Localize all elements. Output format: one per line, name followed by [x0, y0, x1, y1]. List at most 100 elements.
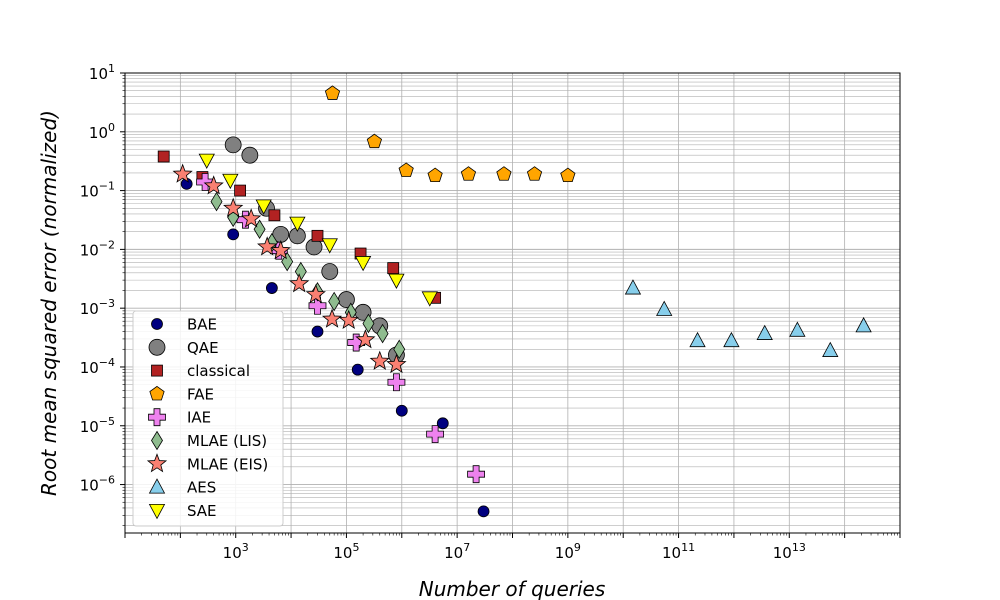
data-point-bae: [477, 505, 490, 518]
data-point-bae: [227, 228, 240, 241]
data-point-iae: [426, 425, 445, 444]
data-point-mlae-lis: [281, 251, 294, 272]
data-point-bae: [265, 282, 278, 294]
data-point-mlae-eis: [289, 273, 310, 293]
data-point-sae: [222, 173, 239, 190]
data-point-mlae-eis: [369, 350, 390, 370]
data-point-mlae-eis: [203, 175, 224, 195]
x-tick-label: 1011: [662, 541, 695, 562]
data-point-aes: [624, 279, 642, 295]
data-point-sae: [388, 273, 405, 289]
data-point-mlae-eis: [305, 283, 326, 304]
data-point-aes: [756, 324, 773, 340]
data-point-iae: [196, 173, 215, 191]
data-point-mlae-eis: [241, 208, 262, 228]
data-point-fae: [366, 133, 383, 149]
data-point-aes: [789, 321, 806, 337]
axes: 103 105 107 109 1011 1013 10−6 10−5 10−4 10−3 10−2…: [80, 62, 901, 562]
data-point-sae: [289, 216, 306, 232]
data-point-bae: [351, 363, 364, 376]
legend-label-aes: AES: [187, 479, 216, 497]
data-point-mlae-lis: [210, 191, 223, 212]
y-tick-label: 10−5: [80, 415, 115, 436]
data-point-mlae-eis: [172, 163, 193, 183]
x-tick-label: 107: [444, 541, 470, 562]
data-point-bae: [311, 325, 324, 338]
data-point-mlae-lis: [376, 323, 389, 344]
data-point-mlae-lis: [362, 313, 375, 334]
data-point-mlae-lis: [328, 291, 341, 312]
data-point-sae: [421, 291, 438, 307]
data-point-fae: [324, 85, 341, 100]
x-tick-label: 105: [333, 541, 359, 562]
data-point-qae: [241, 146, 259, 164]
data-point-aes: [689, 331, 706, 348]
data-point-mlae-eis: [257, 236, 278, 256]
data-point-bae: [395, 404, 408, 417]
data-point-aes: [656, 300, 673, 316]
data-point-qae: [321, 263, 339, 280]
legend-marker-mlae-lis: [151, 430, 163, 451]
y-tick-label: 10−2: [80, 238, 115, 259]
data-point-classical: [387, 262, 400, 275]
data-point-mlae-eis: [386, 353, 407, 374]
x-tick-label: 103: [223, 541, 249, 562]
data-point-fae: [560, 167, 576, 183]
data-point-fae: [496, 166, 512, 181]
legend-box: [132, 310, 284, 527]
data-markers: [157, 85, 872, 518]
x-tick-label: 1013: [773, 541, 806, 562]
x-axis-title: Number of queries: [419, 577, 606, 600]
data-point-mlae-eis: [338, 309, 359, 329]
legend-marker-sae: [148, 504, 166, 520]
y-tick-label: 10−4: [80, 356, 115, 377]
data-point-mlae-eis: [355, 329, 376, 349]
data-point-fae: [526, 166, 543, 181]
legend-label-iae: IAE: [187, 409, 211, 427]
data-point-classical: [157, 150, 170, 163]
legend-marker-mlae-eis: [146, 453, 168, 473]
data-point-iae: [467, 465, 485, 484]
data-point-mlae-eis: [321, 308, 343, 328]
data-point-sae: [321, 238, 338, 254]
data-point-iae: [308, 296, 327, 315]
data-point-classical: [311, 229, 324, 242]
data-point-aes: [855, 317, 872, 333]
y-tick-label: 10−6: [80, 474, 115, 495]
data-point-fae: [427, 167, 443, 183]
legend-label-mlae-eis: MLAE (EIS): [187, 455, 268, 473]
y-tick-label: 101: [89, 62, 115, 83]
y-axis-title: Root mean squared error (normalized): [37, 110, 61, 496]
legend: BAE QAE classical FAE IAE MLAE (LIS) MLAE (EIS…: [132, 310, 284, 527]
data-point-sae: [255, 199, 272, 215]
legend-label-sae: SAE: [187, 502, 217, 520]
legend-marker-bae: [151, 318, 163, 330]
data-point-fae: [460, 166, 477, 181]
legend-label-bae: BAE: [187, 316, 217, 334]
legend-label-fae: FAE: [187, 385, 214, 403]
legend-marker-qae: [148, 338, 166, 356]
data-point-aes: [723, 331, 740, 348]
data-point-bae: [436, 417, 449, 430]
data-point-classical: [234, 184, 246, 197]
legend-label-mlae-lis: MLAE (LIS): [187, 432, 267, 450]
data-point-qae: [224, 136, 242, 154]
data-point-sae: [198, 153, 215, 169]
legend-marker-classical: [151, 364, 163, 377]
legend-label-classical: classical: [187, 362, 250, 380]
y-tick-label: 10−3: [80, 297, 115, 318]
data-point-classical: [268, 209, 281, 222]
y-tick-label: 10−1: [80, 180, 115, 201]
data-point-sae: [354, 256, 372, 272]
data-point-aes: [822, 341, 839, 357]
legend-label-qae: QAE: [187, 339, 219, 357]
legend-marker-aes: [148, 478, 166, 494]
legend-marker-fae: [149, 385, 165, 401]
data-point-fae: [398, 162, 414, 177]
data-point-iae: [387, 373, 406, 392]
data-point-mlae-eis: [270, 240, 291, 260]
y-tick-label: 100: [89, 121, 115, 142]
data-point-mlae-eis: [223, 197, 244, 217]
legend-marker-iae: [148, 408, 166, 427]
